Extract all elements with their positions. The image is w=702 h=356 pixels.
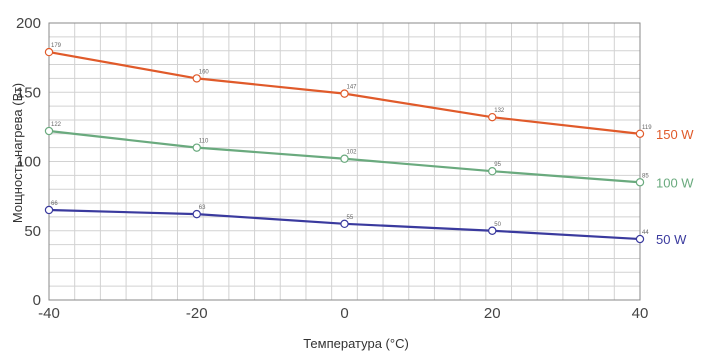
point-value-label: 55 [347,215,354,221]
y-tick-label: 100 [16,154,41,171]
series-point [488,166,497,176]
point-value-label: 50 [494,222,501,228]
y-tick-labels: 0 50 100 150 200 [16,15,41,309]
point-value-label: 102 [347,150,358,156]
series-point [635,129,645,138]
series-point [340,89,349,98]
series-name-label: 150 W [656,127,694,142]
x-tick-label: -40 [38,305,60,322]
series-point [488,226,497,235]
point-value-label: 122 [51,122,62,128]
series-end-labels: 150 W 100 W 50 W [656,127,694,247]
y-tick-label: 50 [24,223,41,240]
series-point [340,154,349,163]
x-tick-label: 20 [484,305,501,322]
series-lines [48,51,641,241]
point-value-label: 179 [51,43,62,49]
series-points [44,47,645,244]
series-name-label: 50 W [656,232,687,247]
point-value-label: 160 [199,69,210,75]
series-point [488,112,497,122]
point-value-label: 95 [494,162,501,168]
series-name-label: 100 W [656,175,694,190]
series-point [340,219,349,229]
series-point [635,178,645,187]
x-tick-labels: -40 -20 0 20 40 [38,305,648,322]
series-point [44,47,54,57]
x-axis-title: Температура (°C) [303,336,409,351]
point-value-label: 132 [494,108,505,114]
point-value-label: 110 [199,139,209,145]
x-tick-label: 40 [632,305,649,322]
point-value-label: 66 [51,201,58,207]
y-tick-label: 200 [16,15,41,32]
series-point [635,234,645,244]
y-tick-label: 150 [16,84,41,101]
point-value-label: 63 [199,205,206,211]
series-point [192,143,201,152]
series-point [192,209,201,219]
series-point [44,205,54,215]
y-tick-label: 0 [33,292,41,309]
y-axis-title: Мощность нагрева (Вт) [10,83,25,223]
point-labels: 179 160 147 132 119 122 110 102 95 85 66 63 55 50 44 [51,43,652,236]
point-value-label: 44 [642,230,649,236]
point-value-label: 147 [347,85,358,91]
x-tick-label: 0 [340,305,348,322]
series-point [44,126,54,136]
point-value-label: 119 [642,125,652,131]
x-tick-label: -20 [186,305,208,322]
point-value-label: 85 [642,173,649,179]
plot-frame [48,22,641,301]
series-point [192,74,201,83]
